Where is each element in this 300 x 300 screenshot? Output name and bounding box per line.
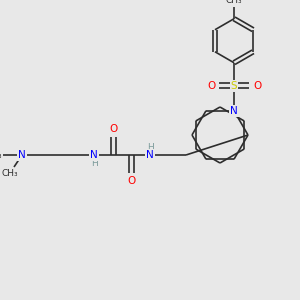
Text: CH₃: CH₃ [0, 151, 2, 160]
Text: S: S [231, 81, 237, 91]
Text: N: N [90, 150, 98, 160]
Text: H: H [91, 158, 98, 167]
Text: N: N [230, 106, 238, 116]
Text: CH₃: CH₃ [2, 169, 18, 178]
Text: N: N [146, 150, 154, 160]
Text: N: N [18, 150, 26, 160]
Text: O: O [127, 176, 135, 186]
Text: O: O [207, 81, 215, 91]
Text: CH₃: CH₃ [226, 0, 242, 5]
Text: O: O [109, 124, 117, 134]
Text: H: H [147, 142, 153, 152]
Text: O: O [253, 81, 261, 91]
